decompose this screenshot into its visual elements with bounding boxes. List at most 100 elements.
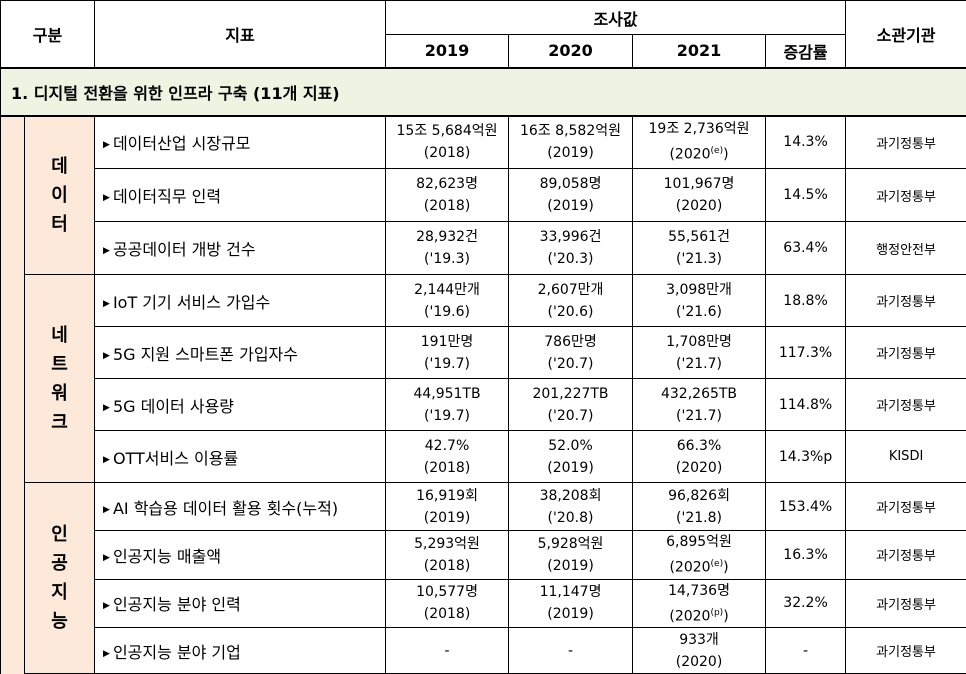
value: 10,577명: [386, 581, 508, 603]
value: 44,951TB: [386, 383, 508, 405]
bullet-triangle-icon: ▶: [103, 553, 110, 563]
rate-cell: 153.4%: [766, 483, 846, 531]
value-period: ('20.7): [509, 405, 632, 427]
org-cell: 과기정통부: [846, 531, 966, 580]
value: 28,932건: [386, 226, 508, 248]
value-2019: 2,144만개('19.6): [386, 275, 509, 327]
header-year-2020: 2020: [509, 35, 633, 68]
value-2021: 6,895억원(2020(e)): [633, 531, 766, 580]
table-row: 네 트 워 크 ▶IoT 기기 서비스 가입수 2,144만개('19.6) 2…: [1, 275, 966, 327]
value-period: ('21.3): [633, 248, 765, 270]
value-2020: 38,208회('20.8): [509, 483, 633, 531]
indicator-label: 5G 데이터 사용량: [113, 397, 234, 416]
value: 19조 2,736억원: [633, 118, 765, 140]
estimate-mark: (e): [711, 146, 724, 156]
category-strip: [1, 116, 25, 674]
table-row: ▶데이터직무 인력 82,623명(2018) 89,058명(2019) 10…: [1, 169, 966, 222]
header-year-2021: 2021: [633, 35, 766, 68]
value-period: (2019): [509, 142, 632, 164]
value-period: ('21.7): [633, 405, 765, 427]
bullet-triangle-icon: ▶: [103, 403, 110, 413]
value: 14,736명: [633, 580, 765, 602]
value-2020: 786만명('20.7): [509, 327, 633, 379]
value: 933개: [633, 629, 765, 651]
value-2020: -: [509, 628, 633, 674]
value-period: (2020(e)): [633, 140, 765, 166]
value: 2,144만개: [386, 279, 508, 301]
rate-cell: 14.3%: [766, 116, 846, 169]
value-period: ('21.6): [633, 301, 765, 323]
value: 82,623명: [386, 173, 508, 195]
value-2020: 33,996건('20.3): [509, 222, 633, 275]
value-period: (2020): [633, 651, 765, 673]
value-period: (2019): [509, 457, 632, 479]
value-2019: 10,577명(2018): [386, 579, 509, 628]
value: 11,147명: [509, 581, 632, 603]
value-period: (2018): [386, 603, 508, 625]
rate-cell: -: [766, 628, 846, 674]
header-org: 소관기관: [846, 1, 966, 68]
bullet-triangle-icon: ▶: [103, 455, 110, 465]
header-rate: 증감률: [766, 35, 846, 68]
value: 52.0%: [509, 435, 632, 457]
category-network: 네 트 워 크: [25, 275, 95, 483]
bullet-triangle-icon: ▶: [103, 351, 110, 361]
rate-cell: 14.5%: [766, 169, 846, 222]
table-row: 인 공 지 능 ▶AI 학습용 데이터 활용 횟수(누적) 16,919회(20…: [1, 483, 966, 531]
value-2019: 15조 5,684억원(2018): [386, 116, 509, 169]
category-label: 네 트 워 크: [51, 325, 68, 433]
value-period: (2018): [386, 142, 508, 164]
category-data: 데 이 터: [25, 116, 95, 275]
value-2020: 201,227TB('20.7): [509, 379, 633, 431]
org-cell: 과기정통부: [846, 169, 966, 222]
category-label: 데 이 터: [51, 156, 68, 235]
value-period: (2018): [386, 195, 508, 217]
indicator-cell: ▶5G 지원 스마트폰 가입자수: [95, 327, 386, 379]
rate-cell: 14.3%p: [766, 431, 846, 483]
value: 5,928억원: [509, 533, 632, 555]
value-period: ('20.3): [509, 248, 632, 270]
value: 191만명: [386, 331, 508, 353]
value: 42.7%: [386, 435, 508, 457]
org-cell: 과기정통부: [846, 579, 966, 628]
rate-cell: 117.3%: [766, 327, 846, 379]
value-2021: 3,098만개('21.6): [633, 275, 766, 327]
value: 101,967명: [633, 173, 765, 195]
value-2020: 5,928억원(2019): [509, 531, 633, 580]
table-row: 데 이 터 ▶데이터산업 시장규모 15조 5,684억원(2018) 16조 …: [1, 116, 966, 169]
value-period: ('19.7): [386, 353, 508, 375]
value-2021: 96,826회('21.8): [633, 483, 766, 531]
org-cell: 과기정통부: [846, 379, 966, 431]
value-period: (2020(e)): [633, 553, 765, 579]
header-year-2019: 2019: [386, 35, 509, 68]
value-2019: 42.7%(2018): [386, 431, 509, 483]
table-row: ▶인공지능 분야 기업 - - 933개(2020) - 과기정통부: [1, 628, 966, 674]
value: 55,561건: [633, 226, 765, 248]
value-2019: 5,293억원(2018): [386, 531, 509, 580]
table-row: ▶인공지능 분야 인력 10,577명(2018) 11,147명(2019) …: [1, 579, 966, 628]
value: 89,058명: [509, 173, 632, 195]
header-indicator: 지표: [95, 1, 386, 68]
bullet-triangle-icon: ▶: [103, 246, 110, 256]
value-2019: 44,951TB('19.7): [386, 379, 509, 431]
indicator-label: OTT서비스 이용률: [113, 449, 238, 468]
value-period: ('20.8): [509, 507, 632, 529]
value-period: (2020): [633, 457, 765, 479]
value-period: (2019): [509, 195, 632, 217]
header-row-1: 구분 지표 조사값 소관기관: [1, 1, 966, 35]
indicator-label: 5G 지원 스마트폰 가입자수: [113, 345, 298, 364]
value-period: (2018): [386, 457, 508, 479]
value-2019: 28,932건('19.3): [386, 222, 509, 275]
indicator-label: 공공데이터 개방 건수: [113, 240, 256, 259]
table-row: ▶5G 지원 스마트폰 가입자수 191만명('19.7) 786만명('20.…: [1, 327, 966, 379]
value-period: ('20.6): [509, 301, 632, 323]
table-row: ▶인공지능 매출액 5,293억원(2018) 5,928억원(2019) 6,…: [1, 531, 966, 580]
value: 786만명: [509, 331, 632, 353]
value-2019: 82,623명(2018): [386, 169, 509, 222]
value-2019: 16,919회(2019): [386, 483, 509, 531]
value-2020: 52.0%(2019): [509, 431, 633, 483]
value: 1,708만명: [633, 331, 765, 353]
indicator-label: AI 학습용 데이터 활용 횟수(누적): [113, 499, 338, 518]
value-2021: 1,708만명('21.7): [633, 327, 766, 379]
value-period: (2018): [386, 555, 508, 577]
